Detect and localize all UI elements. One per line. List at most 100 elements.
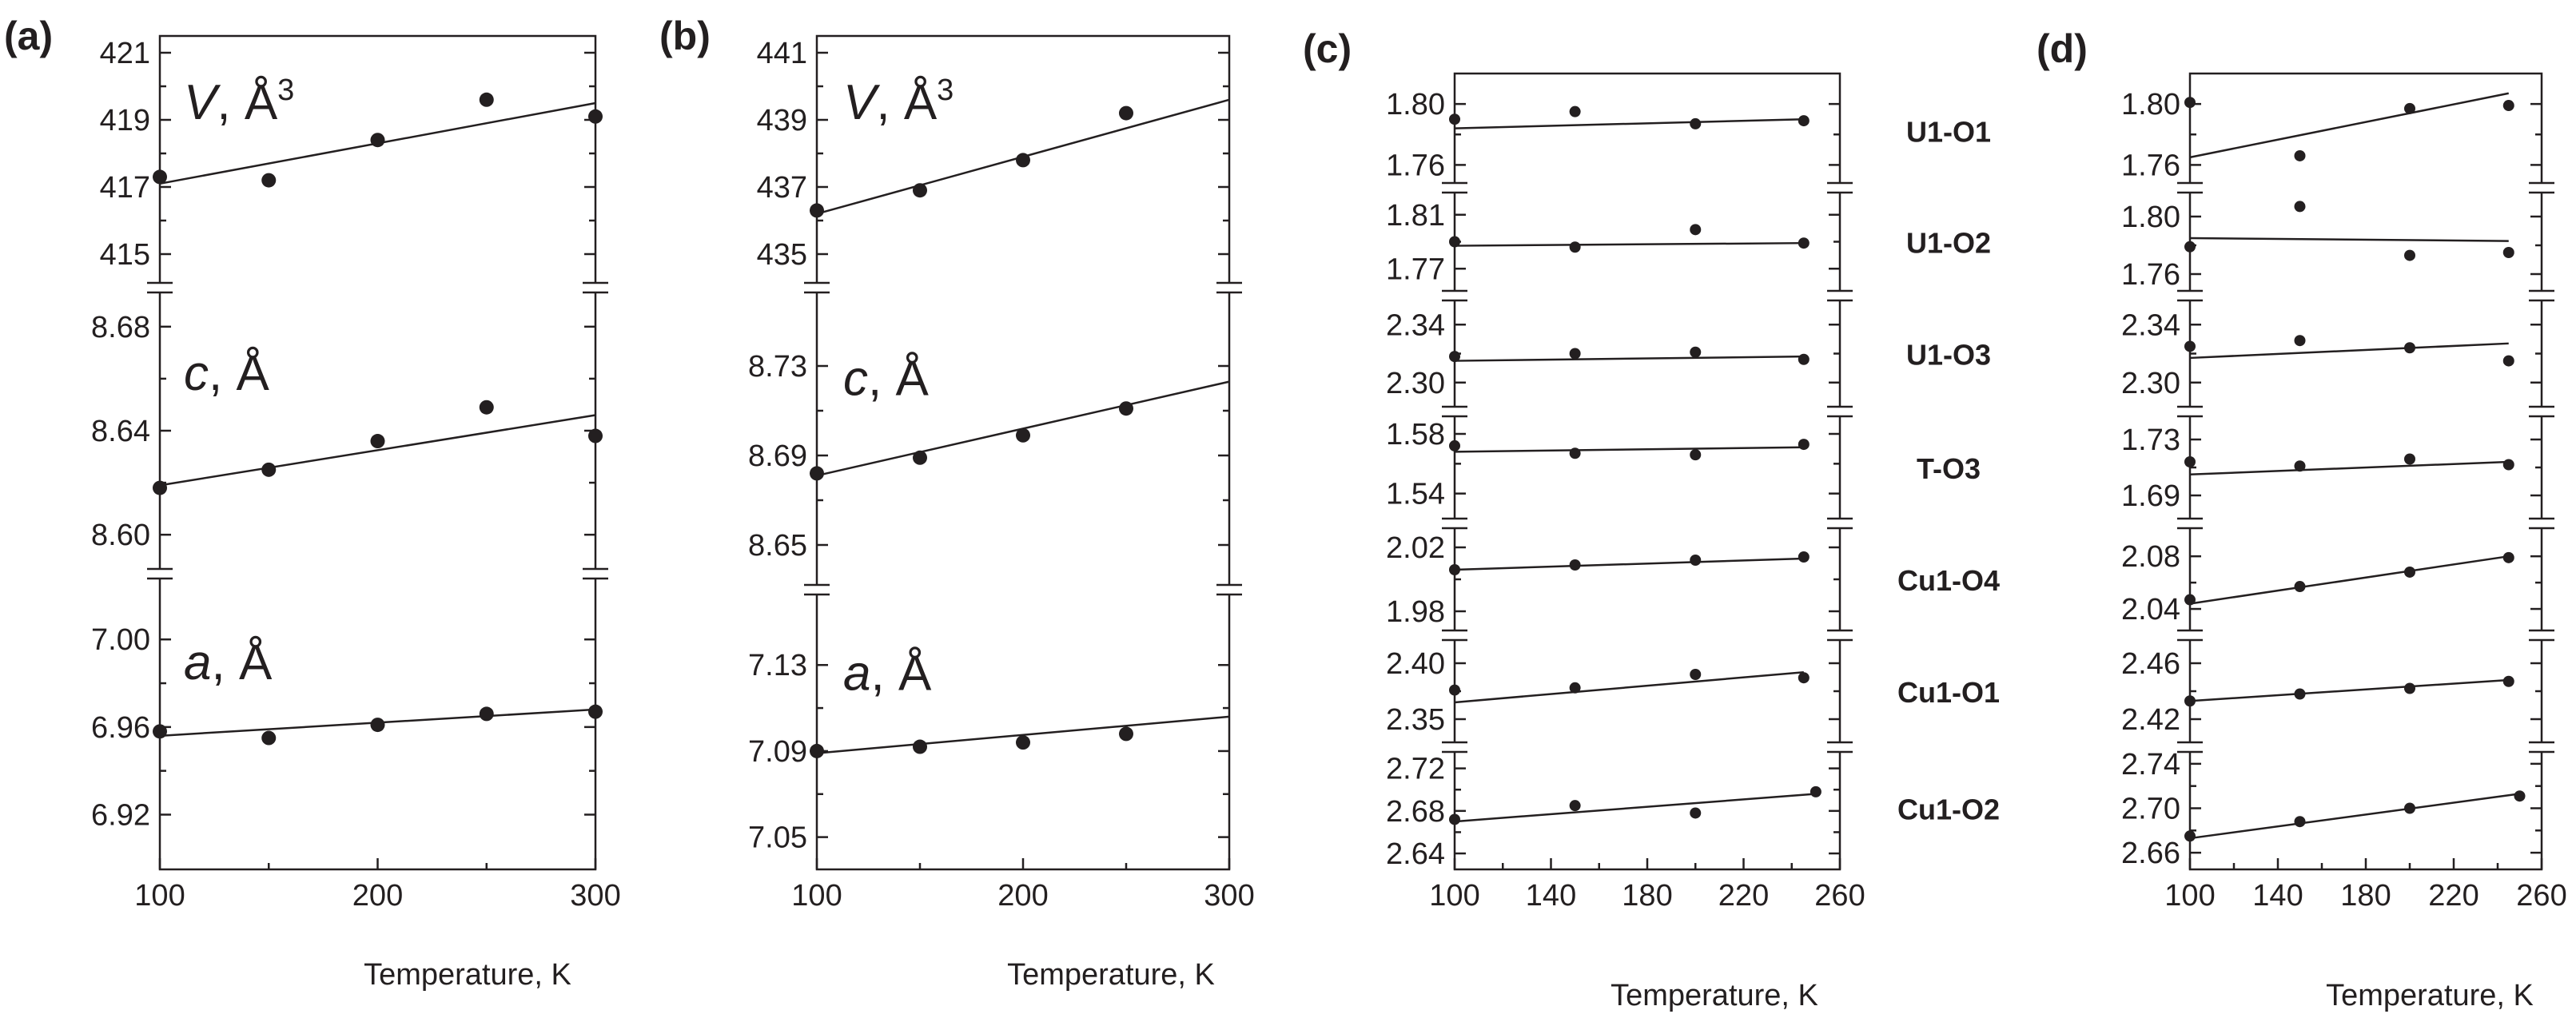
subplot-cu1-o2: 2.66 2.70 2.74 bbox=[2121, 741, 2554, 870]
break-gap bbox=[2530, 407, 2553, 416]
data-point bbox=[479, 706, 494, 722]
param-label: a, Å bbox=[843, 646, 932, 702]
param-label: a, Å bbox=[184, 635, 273, 690]
data-point bbox=[2184, 695, 2196, 707]
data-point bbox=[370, 434, 385, 449]
data-point bbox=[1798, 237, 1810, 249]
subplot-u1-o3: 2.30 2.34 bbox=[2121, 289, 2554, 400]
bond-label: Cu1-O1 bbox=[1897, 676, 2000, 709]
panel-letter: (d) bbox=[2037, 26, 2088, 71]
y-tick-label: 8.73 bbox=[748, 350, 807, 384]
break-gap bbox=[584, 283, 607, 292]
break-gap bbox=[1829, 291, 1851, 300]
subplot-u1-o2: 1.76 1.80 bbox=[2121, 181, 2554, 292]
param-label: c, Å bbox=[843, 352, 929, 407]
param-unit: Å bbox=[239, 635, 273, 690]
data-point bbox=[2502, 459, 2514, 471]
subplot-u1-o3: 2.30 2.34 U1-O3 bbox=[1386, 289, 1991, 400]
data-point bbox=[2404, 682, 2415, 694]
y-tick-label: 2.35 bbox=[1386, 703, 1445, 737]
param-superscript: 3 bbox=[277, 74, 294, 107]
data-point bbox=[2184, 241, 2196, 253]
subplot-cu1-o4: 1.98 2.02 Cu1-O4 bbox=[1386, 517, 2000, 629]
data-point bbox=[2294, 581, 2306, 593]
x-tick-label: 180 bbox=[1622, 879, 1672, 913]
data-point bbox=[2404, 342, 2415, 354]
data-point bbox=[2184, 340, 2196, 352]
y-tick-label: 7.00 bbox=[91, 623, 150, 657]
plot-frame bbox=[158, 34, 597, 871]
data-point bbox=[2502, 675, 2514, 687]
break-gap bbox=[806, 283, 828, 292]
data-point bbox=[810, 466, 824, 481]
x-tick-label: 180 bbox=[2340, 879, 2391, 913]
panel-a: (a) 415 417 419 421 V, Å3 8.60 8.64 8.68 c, Å 6.92… bbox=[4, 14, 621, 992]
data-point bbox=[479, 92, 494, 107]
bond-label: Cu1-O4 bbox=[1897, 564, 2000, 597]
subplot-cu1-o4: 2.04 2.08 bbox=[2121, 517, 2554, 626]
data-point bbox=[1690, 224, 1702, 236]
data-point bbox=[479, 400, 494, 415]
param-superscript: 3 bbox=[937, 74, 954, 107]
break-gap bbox=[2179, 742, 2201, 752]
y-tick-label: 2.08 bbox=[2121, 540, 2180, 574]
y-tick-label: 8.60 bbox=[91, 519, 150, 552]
data-point bbox=[370, 133, 385, 148]
data-point bbox=[1119, 401, 1133, 416]
data-point bbox=[1016, 428, 1030, 443]
y-tick-label: 1.58 bbox=[1386, 418, 1445, 451]
data-point bbox=[1449, 564, 1460, 575]
data-point bbox=[588, 428, 603, 443]
data-point bbox=[588, 109, 603, 124]
y-tick-label: 2.46 bbox=[2121, 647, 2180, 681]
subplot-u1-o1: 1.76 1.80 bbox=[2121, 88, 2542, 182]
x-tick-label: 220 bbox=[2428, 879, 2478, 913]
subplot-cu1-o2: 2.64 2.68 2.72 Cu1-O2 bbox=[1386, 741, 2000, 871]
y-tick-label: 1.98 bbox=[1386, 595, 1445, 629]
param-symbol: a bbox=[843, 646, 870, 702]
data-point bbox=[913, 739, 927, 754]
data-point bbox=[1569, 447, 1581, 459]
data-point bbox=[1798, 672, 1810, 684]
y-tick-label: 2.30 bbox=[1386, 367, 1445, 400]
data-point bbox=[1798, 353, 1810, 365]
x-tick-label: 200 bbox=[352, 879, 403, 913]
break-gap bbox=[2179, 183, 2201, 193]
y-tick-label: 1.73 bbox=[2121, 424, 2180, 457]
y-tick-label: 8.64 bbox=[91, 415, 150, 448]
data-point bbox=[1690, 807, 1702, 819]
subplot-u1-o2: 1.77 1.81 U1-O2 bbox=[1386, 181, 1991, 286]
y-tick-label: 2.70 bbox=[2121, 793, 2180, 826]
break-gap bbox=[2530, 742, 2553, 752]
break-gap bbox=[2530, 630, 2553, 640]
y-tick-label: 2.34 bbox=[1386, 308, 1445, 342]
data-point bbox=[1690, 555, 1702, 566]
data-point bbox=[1569, 241, 1581, 253]
bond-label: U1-O1 bbox=[1906, 116, 1991, 149]
param-unit: Å bbox=[245, 75, 278, 130]
x-tick-label: 140 bbox=[2252, 879, 2303, 913]
data-point bbox=[261, 173, 277, 188]
x-axis-title: Temperature, K bbox=[1610, 979, 1818, 1012]
break-gap bbox=[584, 569, 607, 579]
y-tick-label: 2.30 bbox=[2121, 367, 2180, 400]
y-tick-label: 421 bbox=[100, 37, 150, 70]
y-tick-label: 2.74 bbox=[2121, 748, 2180, 781]
panel-b: (b) 435 437 439 441 V, Å3 8.65 8.69 8.73 c, Å 7.05… bbox=[659, 14, 1255, 992]
y-tick-label: 1.80 bbox=[1386, 88, 1445, 121]
y-tick-label: 1.76 bbox=[2121, 258, 2180, 292]
panel-d: (d)1.761.801.761.802.302.341.691.732.042… bbox=[2037, 26, 2567, 1012]
y-tick-label: 1.54 bbox=[1386, 478, 1445, 511]
data-point bbox=[1449, 813, 1460, 825]
y-tick-label: 435 bbox=[757, 238, 807, 272]
fit-line bbox=[1454, 557, 1804, 571]
data-point bbox=[2404, 453, 2415, 465]
param-label: c, Å bbox=[184, 346, 269, 401]
data-point bbox=[2404, 566, 2415, 578]
y-tick-label: 2.66 bbox=[2121, 837, 2180, 870]
fit-line bbox=[2189, 793, 2520, 840]
param-symbol: V bbox=[843, 75, 881, 130]
data-point bbox=[2502, 551, 2514, 563]
fit-line bbox=[2189, 342, 2509, 360]
plot-frame bbox=[1453, 72, 1841, 871]
